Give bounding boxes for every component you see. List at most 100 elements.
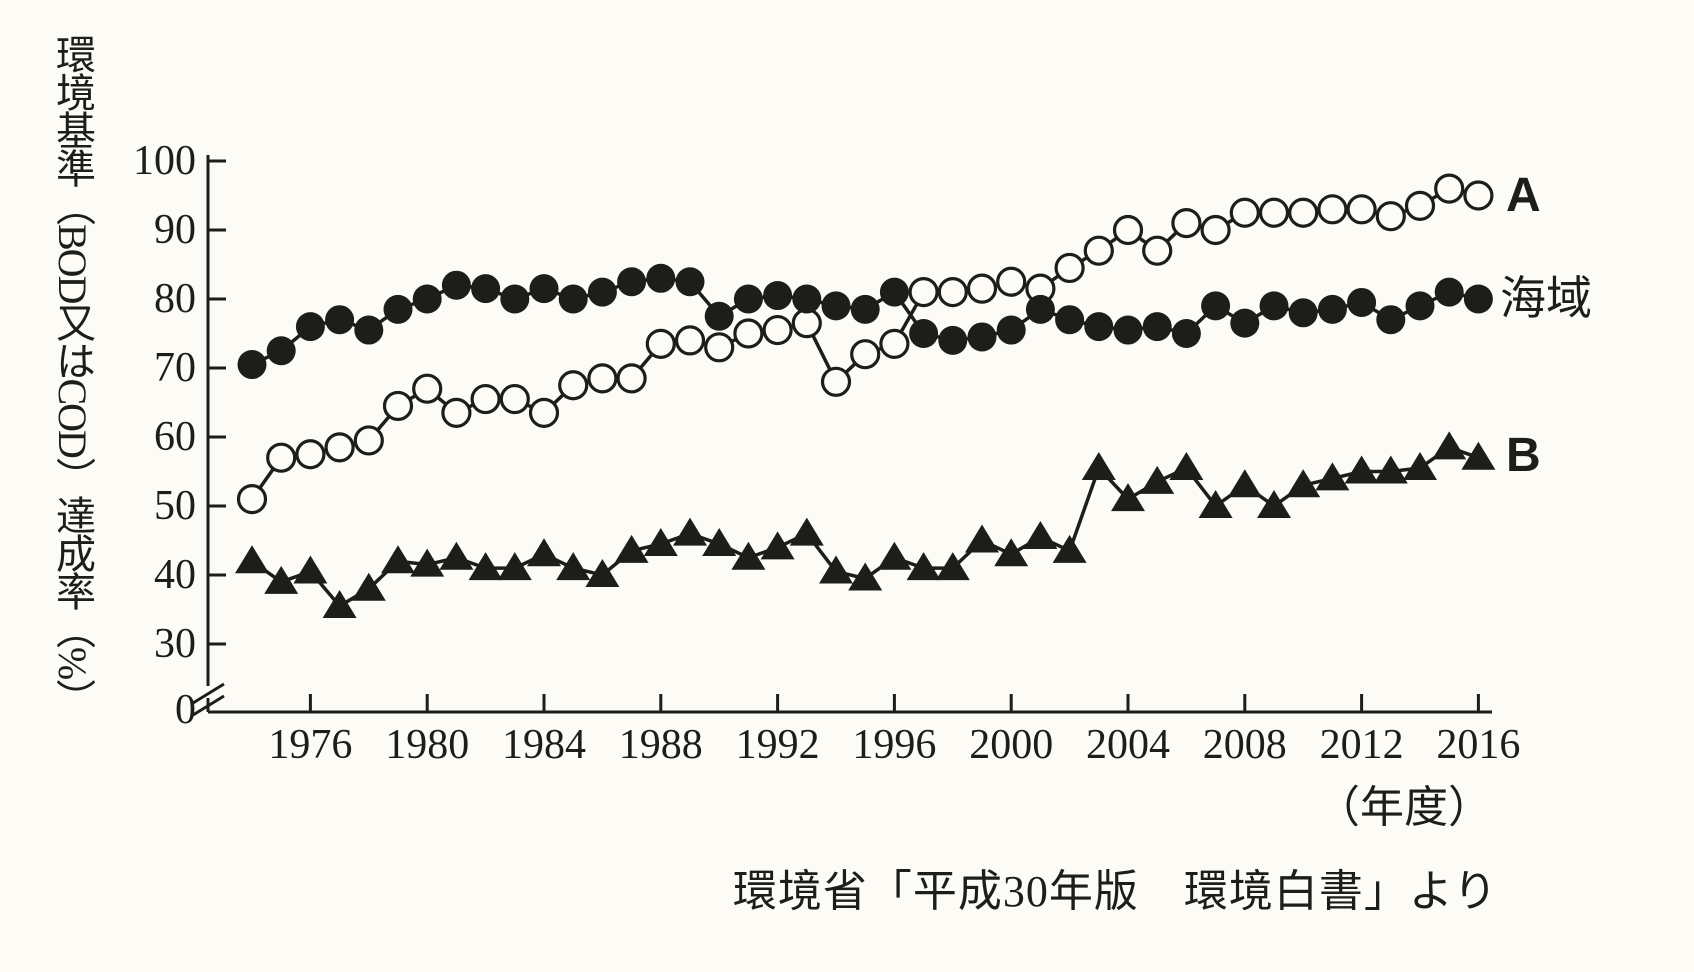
data-point-filled-circle bbox=[237, 350, 267, 380]
data-point-filled-triangle bbox=[994, 538, 1029, 567]
y-axis-title: 環境基準（BOD又はCOD）達成率（%） bbox=[50, 34, 95, 717]
data-point-open-circle bbox=[1346, 194, 1377, 225]
x-tick-label: 1988 bbox=[619, 722, 703, 768]
y-tick-label: 60 bbox=[154, 414, 196, 460]
data-point-filled-circle bbox=[412, 284, 442, 314]
data-point-filled-circle bbox=[763, 281, 793, 311]
data-point-filled-triangle bbox=[760, 531, 795, 560]
axis-break-icon bbox=[192, 682, 225, 717]
data-point-open-circle bbox=[1258, 197, 1290, 228]
data-point-open-circle bbox=[499, 383, 530, 415]
y-tick-label: 90 bbox=[154, 207, 196, 253]
y-tick-label: 70 bbox=[154, 345, 196, 391]
data-point-open-circle bbox=[295, 439, 326, 470]
data-point-filled-circle bbox=[996, 315, 1026, 345]
data-point-open-circle bbox=[353, 425, 384, 456]
data-point-filled-circle bbox=[1405, 291, 1435, 321]
data-point-filled-circle bbox=[938, 325, 968, 355]
data-point-filled-circle bbox=[471, 274, 501, 304]
data-point-filled-triangle bbox=[643, 527, 678, 556]
data-point-filled-circle bbox=[1259, 291, 1289, 321]
data-point-filled-triangle bbox=[322, 590, 357, 619]
data-point-filled-circle bbox=[1463, 284, 1493, 314]
data-point-open-circle bbox=[1229, 197, 1260, 228]
data-point-filled-triangle bbox=[1052, 534, 1087, 563]
data-point-open-circle bbox=[704, 332, 735, 363]
y-origin-label: 0 bbox=[175, 687, 196, 733]
data-point-open-circle bbox=[1375, 201, 1406, 232]
data-point-open-circle bbox=[1083, 235, 1114, 266]
data-point-filled-circle bbox=[383, 294, 413, 324]
data-point-open-circle bbox=[850, 339, 881, 370]
data-point-filled-triangle bbox=[351, 572, 386, 601]
data-point-open-circle bbox=[470, 383, 501, 415]
y-tick-label: 100 bbox=[133, 138, 196, 184]
data-point-filled-circle bbox=[1434, 277, 1464, 307]
data-point-filled-circle bbox=[441, 270, 471, 300]
data-point-filled-triangle bbox=[1111, 483, 1145, 512]
data-point-filled-triangle bbox=[906, 552, 941, 581]
x-tick-label: 2016 bbox=[1436, 722, 1520, 768]
data-point-filled-circle bbox=[529, 274, 559, 304]
data-point-filled-circle bbox=[792, 284, 822, 314]
data-point-open-circle bbox=[558, 370, 589, 401]
data-point-filled-triangle bbox=[293, 555, 328, 584]
data-point-filled-triangle bbox=[1023, 521, 1058, 550]
data-point-filled-triangle bbox=[1227, 469, 1262, 498]
data-point-open-circle bbox=[1288, 197, 1319, 228]
x-tick-label: 1996 bbox=[852, 722, 936, 768]
data-point-filled-circle bbox=[1317, 294, 1347, 324]
data-point-filled-circle bbox=[1201, 291, 1231, 321]
data-point-filled-triangle bbox=[1403, 452, 1437, 481]
data-point-filled-triangle bbox=[497, 552, 532, 581]
data-point-filled-triangle bbox=[1315, 462, 1350, 491]
data-point-filled-circle bbox=[1025, 294, 1055, 324]
data-point-filled-triangle bbox=[1257, 490, 1291, 518]
data-point-filled-triangle bbox=[819, 555, 853, 584]
x-axis-unit-label: （年度） bbox=[1316, 783, 1492, 832]
data-point-filled-circle bbox=[1230, 308, 1260, 338]
data-point-open-circle bbox=[1054, 252, 1085, 284]
data-point-filled-circle bbox=[704, 301, 734, 331]
series-label-a: A bbox=[1506, 169, 1541, 222]
data-point-filled-triangle bbox=[585, 559, 620, 587]
data-point-filled-triangle bbox=[556, 552, 591, 581]
data-point-open-circle bbox=[937, 277, 968, 308]
series-label-b: B bbox=[1506, 429, 1541, 482]
data-point-filled-triangle bbox=[877, 541, 912, 570]
source-caption: 環境省「平成30年版 環境白書」より bbox=[732, 867, 1498, 916]
series-b bbox=[235, 431, 1496, 619]
data-point-open-circle bbox=[236, 484, 268, 515]
data-point-filled-triangle bbox=[848, 562, 883, 591]
data-point-open-circle bbox=[1404, 190, 1436, 221]
data-point-open-circle bbox=[791, 308, 822, 339]
x-tick-label: 2012 bbox=[1320, 722, 1404, 768]
data-point-open-circle bbox=[1317, 194, 1348, 225]
data-point-filled-triangle bbox=[1081, 452, 1116, 481]
data-point-filled-circle bbox=[879, 277, 909, 307]
y-tick-label: 50 bbox=[154, 483, 196, 529]
data-point-filled-circle bbox=[675, 267, 705, 297]
data-point-filled-triangle bbox=[1140, 465, 1175, 494]
data-point-filled-circle bbox=[1288, 298, 1318, 328]
data-point-open-circle bbox=[1112, 214, 1144, 246]
data-point-filled-circle bbox=[266, 336, 296, 366]
data-point-open-circle bbox=[441, 397, 472, 428]
data-point-filled-triangle bbox=[410, 548, 445, 577]
data-point-filled-circle bbox=[1055, 305, 1085, 335]
data-point-filled-triangle bbox=[527, 538, 561, 567]
data-point-open-circle bbox=[1142, 235, 1173, 266]
data-point-open-circle bbox=[879, 328, 910, 359]
x-tick-label: 1992 bbox=[736, 722, 820, 768]
data-point-filled-circle bbox=[1084, 312, 1114, 342]
data-point-filled-circle bbox=[295, 312, 325, 342]
data-point-open-circle bbox=[762, 314, 793, 346]
data-point-filled-circle bbox=[587, 277, 617, 307]
data-point-filled-circle bbox=[850, 294, 880, 324]
data-point-open-circle bbox=[1171, 208, 1202, 239]
data-point-filled-circle bbox=[1347, 287, 1377, 317]
data-point-filled-triangle bbox=[614, 534, 649, 563]
tick-labels: 100 90 80 70 60 50 40 30 0 1976 1980 1984 1988 1992 19… bbox=[133, 138, 1520, 768]
